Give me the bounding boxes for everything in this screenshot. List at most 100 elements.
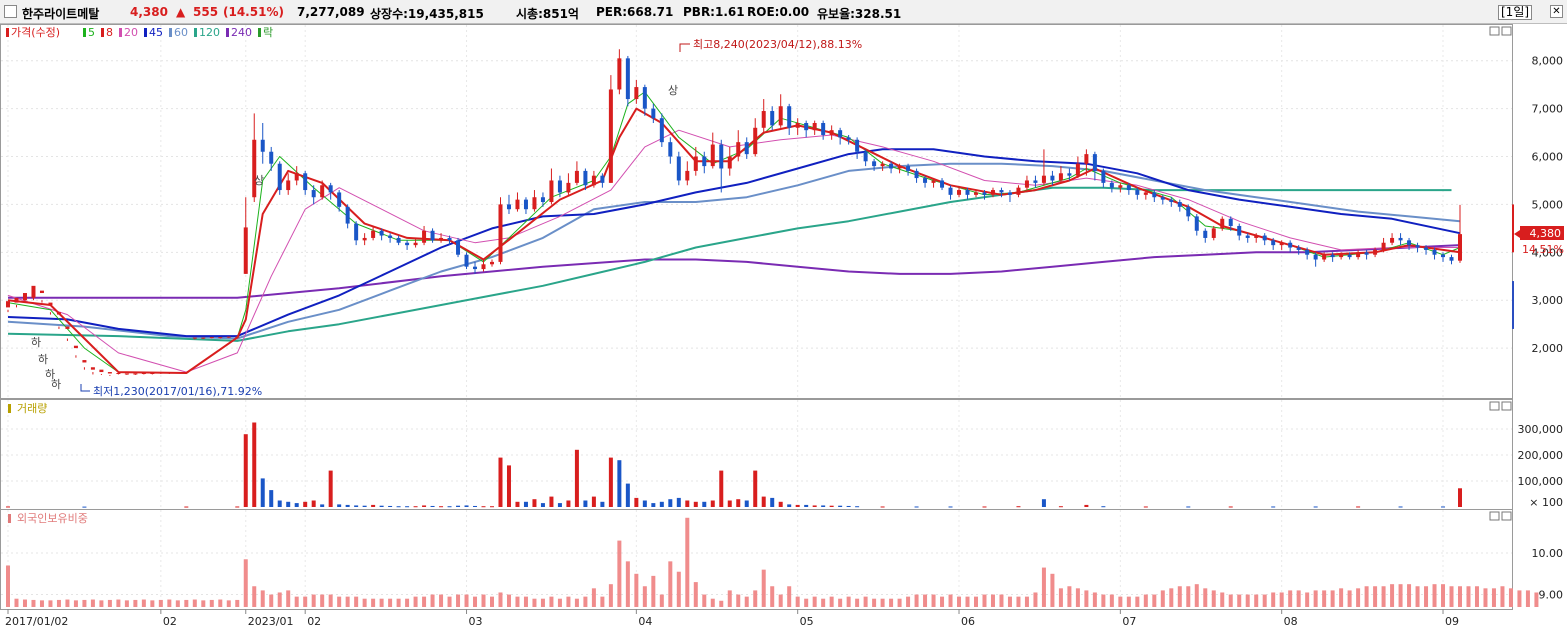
candle	[1143, 192, 1148, 195]
volume-bar	[812, 505, 817, 507]
foreign-bar	[523, 596, 528, 607]
candle	[1279, 242, 1284, 246]
foreign-bar	[277, 592, 282, 607]
foreign-bar	[608, 584, 613, 607]
candle	[1407, 240, 1412, 246]
candle	[727, 156, 732, 169]
candle	[303, 173, 308, 191]
candle	[464, 254, 469, 267]
candle	[591, 175, 596, 186]
candle	[1109, 182, 1114, 188]
candle	[1271, 240, 1276, 246]
candle	[31, 285, 36, 298]
candle	[56, 312, 61, 315]
volume-bar	[328, 470, 333, 507]
minimize-icon[interactable]	[1489, 511, 1500, 521]
legend-swatch	[6, 28, 9, 37]
volume-bar	[430, 505, 435, 507]
volume-tick-label: 200,000	[1518, 449, 1564, 462]
volume-bar	[6, 506, 10, 508]
candle	[201, 337, 206, 339]
foreign-bar	[914, 594, 919, 607]
volume-bar	[600, 501, 605, 507]
volume-bar	[583, 500, 588, 507]
limit-down-marker: 하	[38, 352, 48, 366]
candle	[1322, 254, 1327, 260]
volume-bar	[549, 496, 554, 507]
candle	[1262, 235, 1267, 241]
foreign-bar	[260, 590, 265, 607]
minimize-icon[interactable]	[1489, 26, 1500, 36]
foreign-bar	[651, 575, 656, 607]
reserve-ratio: 유보율:328.51	[817, 7, 902, 21]
close-icon[interactable]: ✕	[1550, 5, 1563, 18]
x-tick-label: 05	[800, 615, 814, 628]
candle	[320, 185, 325, 198]
foreign-bar	[583, 596, 588, 607]
candle	[719, 144, 724, 169]
candle	[829, 130, 834, 135]
volume-bar	[252, 422, 257, 507]
candle	[838, 130, 843, 138]
foreign-bar	[1424, 586, 1429, 607]
foreign-bar	[311, 594, 316, 607]
candle	[880, 163, 885, 167]
foreign-bar	[1534, 592, 1539, 607]
minimize-icon[interactable]	[1489, 401, 1500, 411]
foreign-bar	[39, 600, 44, 607]
legend-item: 120	[199, 26, 220, 39]
checkbox-icon[interactable]	[4, 5, 17, 18]
candle	[761, 111, 766, 128]
foreign-bar	[269, 594, 274, 607]
legend-swatch	[144, 28, 147, 37]
foreign-bar	[982, 594, 987, 607]
volume-bar	[473, 505, 478, 507]
volume-tick-label: 100,000	[1518, 475, 1564, 488]
foreign-bar	[345, 596, 350, 607]
candle	[1118, 185, 1123, 188]
foreign-bar	[897, 598, 902, 607]
foreign-bar	[1135, 596, 1140, 607]
foreign-bar	[1449, 586, 1454, 607]
volume-bar	[1458, 488, 1462, 507]
candle	[456, 240, 461, 255]
x-tick-label: 07	[1122, 615, 1136, 628]
volume-bar	[337, 504, 342, 507]
foreign-bar	[1007, 596, 1012, 607]
candle	[574, 170, 579, 183]
close-panel-icon[interactable]	[1501, 511, 1512, 521]
foreign-bar	[1254, 594, 1259, 607]
panel-buttons[interactable]	[1489, 26, 1512, 521]
close-panel-icon[interactable]	[1501, 26, 1512, 36]
period-selector[interactable]: [1일]	[1498, 5, 1533, 20]
ma60-line	[7, 162, 1461, 340]
x-tick-label: 04	[638, 615, 652, 628]
foreign-bar	[1407, 584, 1412, 607]
candle	[897, 166, 902, 169]
volume-bar	[829, 505, 834, 507]
foreign-bar	[1458, 586, 1462, 607]
ma240-line	[8, 244, 1461, 299]
candle	[1041, 175, 1046, 183]
stock-name: 한주라이트메탈	[22, 7, 100, 21]
foreign-bar	[846, 596, 851, 607]
volume-legend: 거래량	[17, 402, 47, 415]
foreign-bar	[838, 598, 843, 607]
candle	[439, 237, 444, 241]
foreign-bar	[540, 598, 545, 607]
candle	[1373, 249, 1378, 255]
candle	[371, 230, 376, 238]
foreign-bar	[566, 596, 571, 607]
foreign-bar	[1373, 586, 1378, 607]
volume-bar	[371, 504, 376, 507]
candle	[14, 297, 19, 303]
foreign-bar	[515, 596, 520, 607]
volume-bar	[82, 506, 87, 508]
foreign-bar	[184, 599, 189, 607]
candle	[1245, 235, 1250, 238]
foreign-bar	[82, 599, 87, 607]
candle	[150, 373, 155, 375]
x-tick-label: 03	[469, 615, 483, 628]
close-panel-icon[interactable]	[1501, 401, 1512, 411]
volume-bar	[396, 506, 401, 508]
